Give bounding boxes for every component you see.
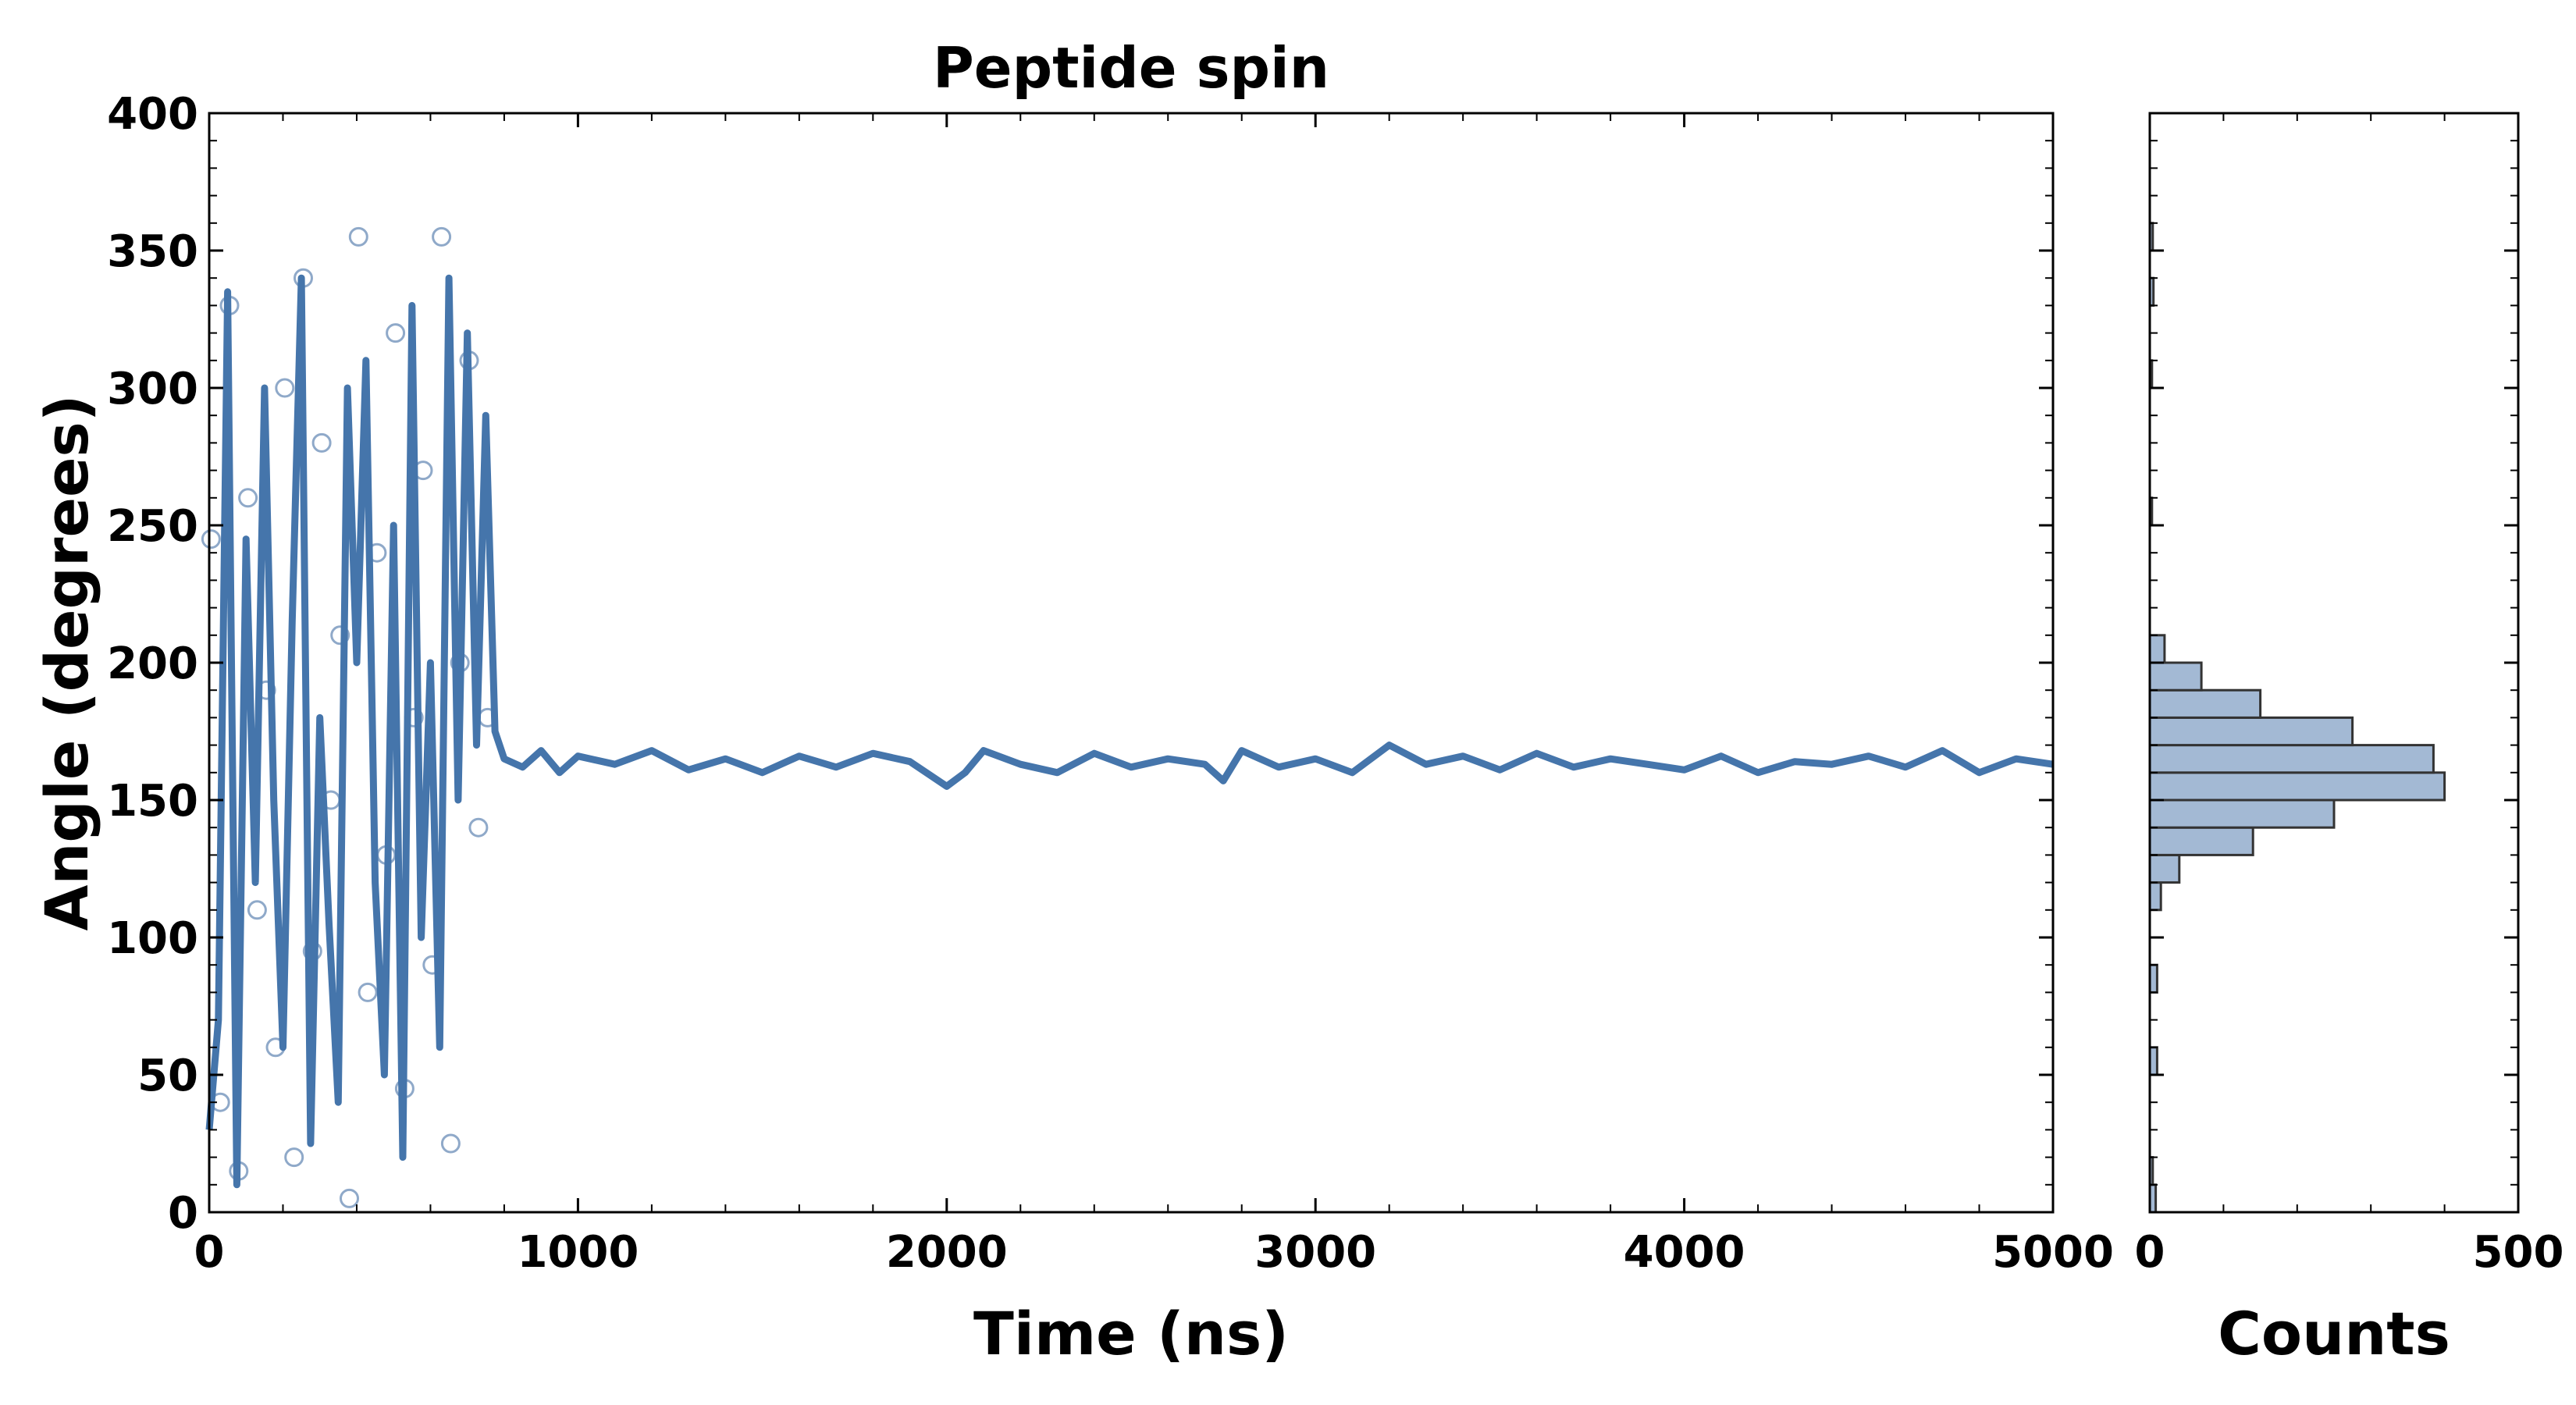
y-tick-label: 0	[168, 1188, 198, 1239]
y-tick-label: 50	[137, 1051, 198, 1101]
x-axis-label: Time (ns)	[973, 1299, 1289, 1368]
main-plot-panel: 0 1000 2000 3000 4000 5000 0 50 100 150 200 250 300…	[107, 89, 2114, 1278]
y-tick-label: 100	[107, 913, 198, 964]
y-axis-label: Angle (degrees)	[32, 394, 101, 930]
chart-title: Peptide spin	[933, 35, 1329, 101]
scatter-point	[468, 817, 489, 838]
x-tick-label: 1000	[517, 1227, 639, 1278]
smoothed-line	[205, 274, 2054, 1189]
histogram-bar	[2148, 744, 2435, 774]
scatter-point	[201, 529, 221, 550]
x-tick-label: 4000	[1624, 1227, 1745, 1278]
y-tick-label: 200	[107, 638, 198, 689]
y-tick-label: 300	[107, 364, 198, 414]
y-tick-label: 250	[107, 501, 198, 552]
histogram-bar	[2148, 661, 2203, 692]
hist-x-tick-label: 500	[2473, 1227, 2564, 1278]
histogram-bars	[2148, 222, 2446, 1214]
scatter-point	[275, 378, 295, 398]
histogram-bar	[2148, 688, 2262, 719]
main-plot-frame	[208, 112, 2055, 1214]
scatter-point	[238, 488, 258, 508]
histogram-bar	[2148, 853, 2181, 884]
x-tick-label: 5000	[1992, 1227, 2114, 1278]
scatter-point	[386, 323, 406, 343]
histogram-panel: 0 500	[2135, 112, 2564, 1278]
histogram-bar	[2148, 799, 2336, 829]
scatter-point	[358, 982, 378, 1002]
histogram-x-axis-label: Counts	[2218, 1299, 2450, 1368]
x-tick-label: 2000	[886, 1227, 1008, 1278]
y-tick-label: 150	[107, 776, 198, 827]
scatter-point	[247, 900, 267, 920]
scatter-point	[284, 1147, 304, 1168]
y-tick-label: 400	[107, 89, 198, 140]
scatter-point	[440, 1133, 461, 1154]
histogram-y-ticks	[2150, 112, 2518, 1214]
histogram-bar	[2148, 826, 2254, 856]
scatter-point	[330, 625, 350, 646]
y-tick-label: 350	[107, 226, 198, 277]
hist-x-tick-label: 0	[2135, 1227, 2165, 1278]
x-tick-label: 0	[194, 1227, 225, 1278]
main-y-ticks: 0 50 100 150 200 250 300 350 400	[107, 89, 2053, 1239]
histogram-bar	[2148, 881, 2162, 912]
x-tick-label: 3000	[1254, 1227, 1376, 1278]
scatter-point	[432, 226, 452, 247]
histogram-bar	[2148, 716, 2354, 747]
scatter-point	[348, 226, 368, 247]
histogram-bar	[2148, 771, 2446, 802]
scatter-point	[340, 1188, 359, 1208]
histogram-frame	[2148, 112, 2520, 1214]
main-x-ticks: 0 1000 2000 3000 4000 5000	[194, 113, 2114, 1278]
scatter-point	[311, 432, 332, 453]
histogram-bar	[2148, 634, 2166, 664]
histogram-x-ticks: 0 500	[2135, 113, 2564, 1278]
